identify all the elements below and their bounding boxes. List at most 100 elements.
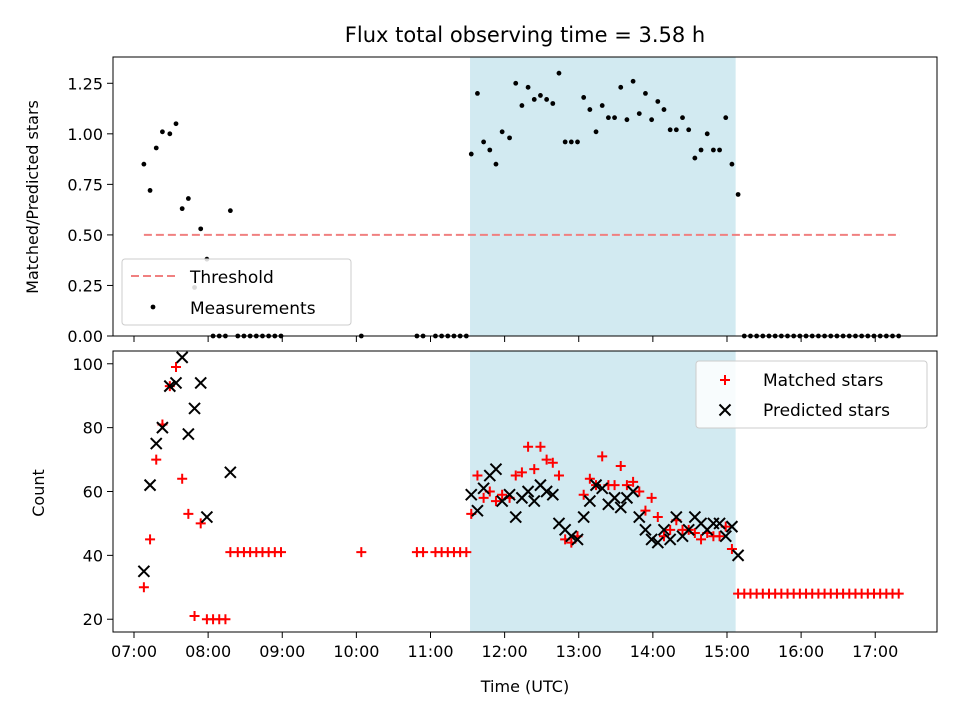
measurement-point [141,161,147,167]
plot-frame [112,350,938,633]
predicted-star-point [589,478,603,492]
measurement-point [468,151,474,157]
matched-star-point [609,480,620,491]
measurement-point [729,161,735,167]
predicted-star-point [194,376,207,390]
measurement-point [599,103,605,108]
matched-star-point [478,492,489,503]
matched-star-point [472,470,483,481]
measurement-point [487,147,493,153]
predicted-star-point [182,427,195,441]
legend-measurements-swatch [150,304,156,310]
measurement-point [147,188,153,193]
matched-star-point [584,473,595,484]
x-tick-label: 09:00 [259,642,305,661]
predicted-star-point [614,501,627,514]
x-tick-label: 10:00 [333,642,379,661]
series-measurements [141,70,902,339]
measurement-point [735,192,741,197]
x-tick-label: 16:00 [778,642,824,661]
series-predicted-stars [137,351,745,578]
matched-star-point [597,451,608,462]
measurement-point [173,121,179,127]
predicted-star-point [156,421,169,434]
measurement-point [612,115,617,121]
measurement-point [179,206,185,212]
measurement-point [636,111,642,117]
bottom-panel: Count 20 40 60 80 100 07:00 08:00 09:00 10:00 11:… [29,350,938,661]
matched-star-point [171,361,182,372]
measurement-point [185,196,191,201]
legend-measurements-label: Measurements [190,299,316,319]
measurement-point [618,84,624,90]
legend-box [121,258,352,326]
predicted-star-point [731,549,745,562]
matched-star-point [220,614,231,625]
matched-star-point [418,547,429,558]
measurement-point [475,90,480,96]
matched-star-point [553,470,564,481]
measurement-point [568,139,574,145]
measurement-point [649,117,655,123]
matched-star-point [145,534,156,545]
measurement-point [667,127,673,133]
predicted-star-point [577,510,590,524]
observing-window [470,57,736,336]
x-tick-label: 17:00 [852,642,898,661]
top-panel: Matched/Predicted stars 0.00 0.25 0.50 0.75… [23,56,938,346]
x-tick-label: 14:00 [630,642,676,661]
matched-star-point [640,505,651,516]
measurement-point [227,208,233,214]
matched-star-point [726,543,737,554]
y-tick-label: 1.25 [67,74,103,93]
matched-star-point [646,492,657,503]
measurement-point [692,155,698,161]
predicted-star-point [651,536,665,549]
y-tick-label: 20 [83,610,103,629]
legend-predicted-label: Predicted stars [763,401,890,421]
measurement-point [499,129,505,135]
y-tick-label: 80 [83,419,103,438]
measurement-point [680,115,685,121]
legend: Matched stars Predicted stars [695,360,928,429]
measurement-point [704,131,710,137]
predicted-star-point [169,376,183,390]
measurement-point [550,101,556,106]
x-tick-label: 11:00 [407,642,453,661]
predicted-star-point [163,379,177,393]
measurement-point [198,226,204,232]
matched-star-point [138,582,149,593]
matched-star-point [497,489,508,500]
predicted-star-point [137,565,151,578]
measurement-point [531,97,537,102]
matched-star-point [189,611,200,622]
measurement-point [575,139,580,145]
predicted-star-point [150,437,163,450]
measurement-point [160,129,165,135]
matched-star-point [652,512,663,523]
predicted-star-point [188,402,201,415]
predicted-star-point [509,510,522,524]
matched-star-point [714,531,725,542]
matched-star-point [541,454,552,465]
x-axis-label: Time (UTC) [480,677,569,696]
measurement-point [643,90,648,96]
predicted-star-point [540,485,553,498]
y-tick-label: 1.00 [67,125,103,144]
matched-star-point [535,441,546,452]
measurement-point [593,129,599,135]
predicted-star-point [571,533,584,546]
measurement-point [581,95,587,100]
predicted-star-point [596,482,609,495]
x-tick-label: 08:00 [185,642,231,661]
predicted-star-point [528,494,541,508]
measurement-point [655,99,661,104]
measurement-point [686,127,692,133]
legend-predicted-swatch [718,403,732,417]
measurement-point [698,147,704,153]
measurement-point [493,161,499,167]
y-tick-label: 60 [83,483,103,502]
measurement-point [538,93,543,98]
y-tick-label: 0.25 [67,276,103,295]
predicted-star-point [471,504,484,517]
